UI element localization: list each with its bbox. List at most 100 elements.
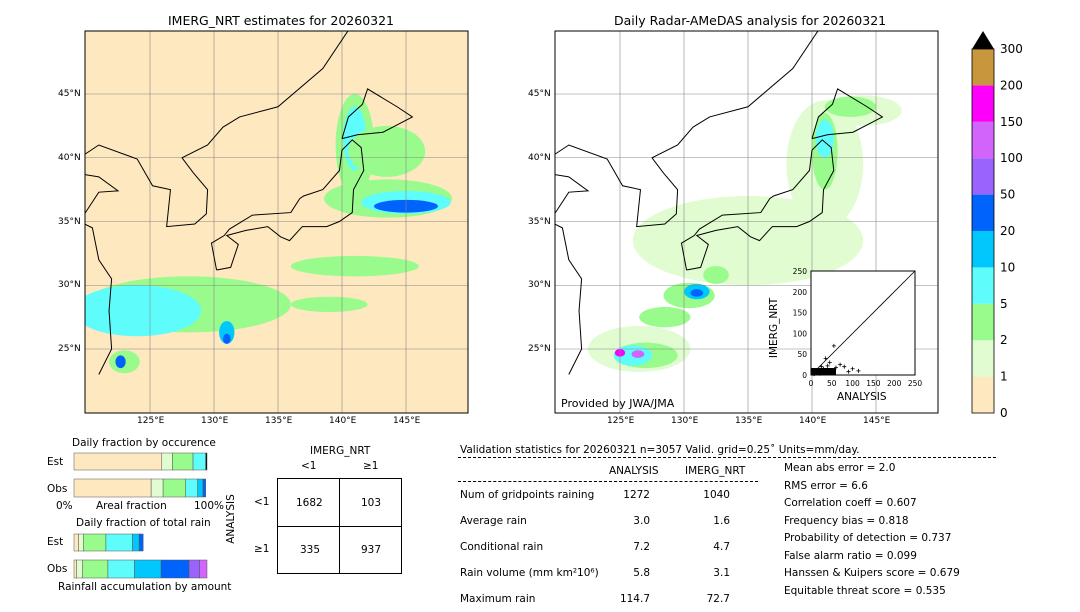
stats-a: 1272 — [623, 489, 650, 501]
rain-area — [824, 96, 877, 117]
score-line: Hanssen & Kuipers score = 0.679 — [784, 567, 960, 579]
totalrain-title: Daily fraction of total rain — [76, 517, 211, 529]
occurrence-obs-segment — [197, 478, 204, 498]
rain-area — [815, 119, 834, 158]
colorbar-segment — [972, 303, 994, 341]
occurrence-est-segment — [192, 452, 206, 471]
imerg-map — [85, 31, 468, 413]
occurrence-est-segment — [161, 452, 173, 471]
lat-tick: 40°N — [58, 152, 81, 163]
colorbar-segment — [972, 49, 994, 86]
occurrence-est-segment — [172, 452, 194, 471]
scatter-point — [817, 368, 822, 373]
colorbar-segment — [972, 158, 994, 195]
contingency-col-1: ≥1 — [363, 460, 379, 472]
lat-tick: 30°N — [58, 280, 81, 291]
scatter-point — [842, 364, 847, 369]
scatter-point — [823, 356, 828, 361]
lat-tick: 35°N — [528, 216, 551, 227]
lon-tick: 130°E — [201, 416, 229, 426]
coastline — [680, 139, 835, 271]
lat-tick: 25°N — [528, 344, 551, 355]
stats-b: 1.6 — [713, 515, 730, 527]
stats-label: Rain volume (mm km²10⁶) — [460, 567, 599, 579]
rain-est-segment — [73, 533, 79, 552]
stats-a: 3.0 — [633, 515, 650, 527]
score-line: Correlation coeff = 0.607 — [784, 497, 917, 509]
cell-0-0: 1682 — [296, 497, 323, 509]
scatter-point — [825, 363, 830, 368]
rain-area — [703, 266, 729, 284]
rain-obs-segment — [134, 559, 162, 579]
occurrence-obs-segment — [73, 478, 152, 498]
colorbar-tick: 50 — [1000, 188, 1015, 202]
lat-tick: 35°N — [58, 216, 81, 227]
stats-col-analysis: ANALYSIS — [609, 465, 659, 477]
lon-tick: 145°E — [393, 416, 421, 426]
colorbar-segment — [972, 376, 994, 413]
rain-est-segment — [132, 533, 140, 552]
lon-tick: 145°E — [863, 416, 891, 426]
colorbar-tick: 2 — [1000, 333, 1008, 347]
contingency-col-title: IMERG_NRT — [310, 445, 371, 457]
scatter-point — [850, 366, 855, 371]
stats-b: 3.1 — [713, 567, 730, 579]
scatter-ytick: 150 — [793, 309, 808, 318]
rain-obs-segment — [107, 559, 135, 579]
occ-xlabel: Areal fraction — [96, 500, 167, 512]
score-line: Mean abs error = 2.0 — [784, 462, 896, 474]
score-line: Equitable threat score = 0.535 — [784, 584, 946, 597]
scatter-xtick: 100 — [845, 379, 860, 388]
occurrence-est-segment — [205, 452, 208, 471]
contingency-row-1: ≥1 — [254, 543, 270, 555]
coastline — [210, 139, 365, 271]
rain-obs-segment — [188, 559, 200, 579]
rain-est-label: Est — [47, 536, 64, 548]
rain-area — [631, 350, 645, 358]
scatter-ylabel: IMERG_NRT — [768, 297, 781, 359]
stats-col-imerg: IMERG_NRT — [685, 465, 746, 477]
colorbar-segment — [972, 85, 994, 122]
scatter-ytick: 100 — [793, 329, 808, 338]
rain-est-segment — [138, 533, 144, 552]
colorbar-tick: 100 — [1000, 151, 1023, 165]
map-frame — [84, 30, 469, 414]
scatter-point — [856, 368, 861, 373]
rain-area — [290, 255, 419, 277]
scatter-point — [827, 360, 832, 365]
map-background — [85, 31, 468, 413]
colorbar-frame — [971, 48, 995, 414]
lat-tick: 30°N — [528, 280, 551, 291]
scatter-xlabel: ANALYSIS — [837, 391, 887, 403]
right-map-title: Daily Radar-AMeDAS analysis for 20260321 — [614, 13, 887, 28]
stats-label: Average rain — [460, 515, 527, 527]
coastline — [811, 88, 884, 140]
rain-area — [290, 296, 368, 313]
score-line: False alarm ratio = 0.099 — [784, 549, 917, 562]
scatter-xtick: 150 — [866, 379, 881, 388]
colorbar-extend-triangle — [972, 31, 994, 49]
rain-obs-segment — [73, 559, 77, 579]
colorbar-tick: 1 — [1000, 370, 1008, 384]
colorbar-tick: 10 — [1000, 260, 1015, 274]
lon-tick: 125°E — [137, 416, 165, 426]
left-map-title: IMERG_NRT estimates for 20260321 — [168, 13, 395, 28]
colorbar-tick: 300 — [1000, 42, 1023, 56]
cell-1-1: 937 — [361, 544, 382, 556]
scatter-point — [822, 370, 827, 375]
scatter-point — [818, 371, 823, 376]
scatter-point — [813, 371, 818, 376]
colorbar-segment — [972, 231, 994, 268]
occ-tick-0: 0% — [56, 500, 73, 512]
scatter-ytick: 200 — [793, 288, 808, 297]
occurrence-obs-segment — [185, 478, 198, 498]
score-line: RMS error = 6.6 — [784, 479, 868, 492]
lon-tick: 135°E — [735, 416, 763, 426]
contingency-table: 1682 103 335 937 — [277, 478, 402, 574]
occ-est-label: Est — [47, 456, 64, 468]
score-line: Frequency bias = 0.818 — [784, 514, 909, 527]
rain-obs-label: Obs — [47, 563, 68, 575]
scatter-xtick: 250 — [908, 379, 923, 388]
lat-tick: 45°N — [528, 89, 551, 99]
lon-tick: 135°E — [265, 416, 293, 426]
